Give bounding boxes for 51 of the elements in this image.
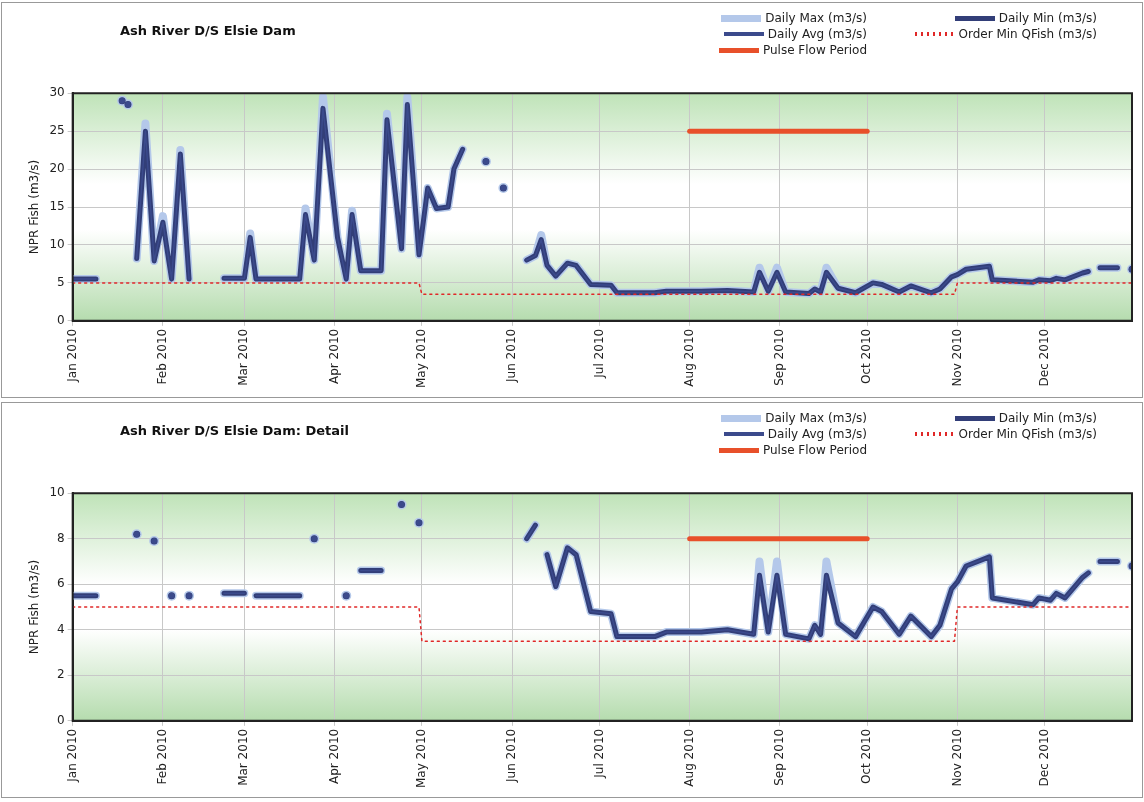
x-tick-label: Mar 2010: [236, 328, 251, 386]
y-axis-title: NPR Fish (m3/s): [27, 559, 42, 655]
legend-label: Pulse Flow Period: [762, 443, 867, 457]
y-tick-label: 6: [57, 576, 65, 591]
y-tick-label: 8: [57, 530, 65, 545]
legend-label: Daily Max (m3/s): [765, 411, 867, 425]
x-tick-label: Oct 2010: [859, 328, 874, 384]
x-tick-label: Sep 2010: [771, 328, 786, 386]
x-tick-label: Sep 2010: [771, 728, 786, 786]
legend-label: Daily Min (m3/s): [998, 411, 1097, 425]
legend-label: Order Min QFish (m3/s): [958, 27, 1097, 41]
x-tick-label: Apr 2010: [326, 728, 341, 784]
x-tick-label: Aug 2010: [681, 728, 696, 787]
x-tick-label: Apr 2010: [326, 328, 341, 384]
x-tick-label: Feb 2010: [155, 328, 170, 385]
x-tick-label: Jul 2010: [591, 728, 606, 779]
x-tick-label: Feb 2010: [155, 728, 170, 785]
x-tick-label: Dec 2010: [1036, 728, 1051, 787]
x-tick-label: Oct 2010: [859, 728, 874, 784]
x-tick-label: May 2010: [414, 328, 429, 389]
x-tick-label: Nov 2010: [949, 328, 964, 387]
y-axis-title: NPR Fish (m3/s): [27, 159, 42, 255]
y-tick-label: 15: [49, 199, 65, 214]
y-tick-label: 25: [49, 123, 65, 138]
y-tick-label: 2: [57, 667, 65, 682]
x-tick-label: Nov 2010: [949, 728, 964, 787]
x-tick-label: Mar 2010: [236, 728, 251, 786]
y-tick-label: 10: [49, 485, 65, 500]
legend-label: Order Min QFish (m3/s): [958, 427, 1097, 441]
x-tick-label: Jan 2010: [64, 328, 79, 383]
x-tick-label: Jun 2010: [504, 328, 519, 383]
legend-label: Daily Max (m3/s): [765, 11, 867, 25]
y-tick-label: 0: [57, 712, 65, 727]
legend-label: Daily Avg (m3/s): [767, 27, 867, 41]
y-tick-label: 4: [57, 621, 65, 636]
x-tick-label: Jul 2010: [591, 328, 606, 379]
x-tick-label: Jun 2010: [504, 728, 519, 783]
legend-label: Daily Avg (m3/s): [767, 427, 867, 441]
y-tick-label: 30: [49, 85, 65, 100]
chart-title: Ash River D/S Elsie Dam: Detail: [120, 423, 349, 438]
x-tick-label: May 2010: [414, 728, 429, 789]
x-tick-label: Aug 2010: [681, 328, 696, 387]
x-tick-label: Dec 2010: [1036, 328, 1051, 387]
y-tick-label: 0: [57, 312, 65, 327]
y-tick-label: 10: [49, 237, 65, 252]
x-tick-label: Jan 2010: [64, 728, 79, 783]
legend-label: Daily Min (m3/s): [998, 11, 1097, 25]
legend-label: Pulse Flow Period: [762, 43, 867, 57]
y-tick-label: 5: [57, 275, 65, 290]
chart-title: Ash River D/S Elsie Dam: [120, 23, 296, 38]
y-tick-label: 20: [49, 161, 65, 176]
